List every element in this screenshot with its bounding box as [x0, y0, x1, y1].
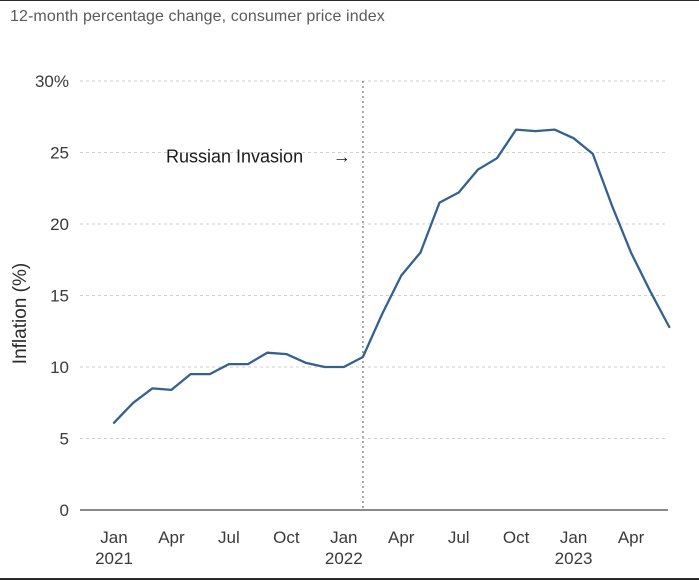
x-tick-label: Jan [100, 528, 127, 547]
y-tick-label: 25 [50, 144, 69, 163]
grid-lines [80, 80, 668, 511]
y-tick-label: 5 [60, 430, 69, 449]
x-tick-label: Jan [560, 528, 587, 547]
y-tick-label: 0 [60, 501, 69, 520]
annotation-group: Russian Invasion → [166, 81, 364, 510]
x-tick-label: Apr [158, 528, 185, 547]
x-tick-label: Apr [618, 528, 645, 547]
x-tick-year-label: 2023 [555, 549, 593, 568]
x-tick-label: Oct [273, 528, 300, 547]
y-tick-label: 15 [50, 287, 69, 306]
series-line [112, 128, 671, 424]
x-axis-ticks: Jan 2021 Apr Jul Oct Jan 2022 Apr Jul Oct Jan 2023 A… [95, 528, 645, 568]
y-tick-label: 30% [35, 72, 69, 91]
series-group [112, 128, 671, 424]
x-tick-label: Apr [388, 528, 415, 547]
y-axis-ticks: 0 5 10 15 20 25 30% [35, 72, 69, 520]
x-tick-year-label: 2022 [325, 549, 363, 568]
annotation-arrow: → [333, 147, 351, 167]
x-tick-label: Oct [503, 528, 530, 547]
chart-subtitle: 12-month percentage change, consumer pri… [10, 8, 385, 25]
y-axis-label: Inflation (%) [10, 263, 31, 364]
annotation-label: Russian Invasion [166, 147, 303, 167]
x-tick-label: Jan [330, 528, 357, 547]
x-tick-year-label: 2021 [95, 549, 133, 568]
x-tick-label: Jul [448, 528, 470, 547]
y-tick-label: 10 [50, 358, 69, 377]
x-tick-label: Jul [218, 528, 240, 547]
y-tick-label: 20 [50, 215, 69, 234]
